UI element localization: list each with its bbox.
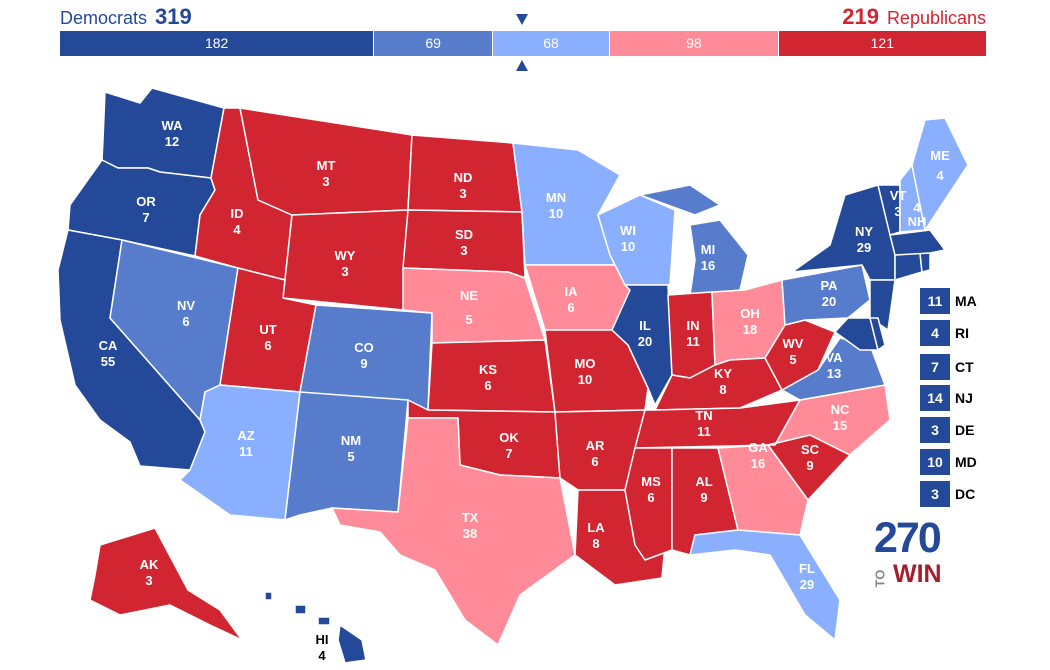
label-UT: UT 6 xyxy=(259,322,276,353)
small-state-abbr: DC xyxy=(955,486,976,502)
label-NE: NE 5 xyxy=(460,288,478,327)
state-MN[interactable] xyxy=(512,142,621,266)
bar-segment-safe-dem[interactable]: 182 xyxy=(60,31,374,56)
label-ME: ME 4 xyxy=(930,148,950,183)
state-AK[interactable] xyxy=(89,527,243,641)
label-SC: SC 9 xyxy=(801,442,820,473)
label-CA: CA 55 xyxy=(99,338,118,369)
democrats-header: Democrats 319 xyxy=(60,4,192,30)
small-state-DE[interactable]: 3 DE xyxy=(920,417,1010,443)
label-MT: MT 3 xyxy=(317,158,336,189)
label-MI: MI 16 xyxy=(701,242,715,273)
label-AR: AR 6 xyxy=(586,438,605,469)
logo-270: 270 xyxy=(874,514,942,562)
label-IL: IL 20 xyxy=(638,318,652,349)
state-GA[interactable] xyxy=(717,444,809,536)
small-state-RI[interactable]: 4 RI xyxy=(920,320,1010,346)
republicans-total: 219 xyxy=(842,4,879,29)
small-state-DC[interactable]: 3 DC xyxy=(920,481,1010,507)
small-state-ev: 3 xyxy=(920,417,950,443)
label-TN: TN 11 xyxy=(695,408,712,439)
label-KS: KS 6 xyxy=(479,362,497,393)
label-SD: SD 3 xyxy=(455,227,473,258)
small-state-CT[interactable]: 7 CT xyxy=(920,354,1010,380)
state-NY[interactable] xyxy=(791,184,896,281)
state-FL[interactable] xyxy=(689,529,841,641)
label-MO: MO 10 xyxy=(575,356,596,387)
label-NC: NC 15 xyxy=(831,402,850,433)
bar-segment-safe-rep[interactable]: 121 xyxy=(777,31,986,56)
logo-win: WIN xyxy=(893,560,942,588)
small-state-ev: 10 xyxy=(920,449,950,475)
label-TX: TX 38 xyxy=(462,510,479,541)
republicans-header: 219 Republicans xyxy=(842,4,986,30)
state-RI[interactable] xyxy=(919,252,931,273)
label-PA: PA 20 xyxy=(820,278,838,309)
small-state-abbr: DE xyxy=(955,422,975,438)
threshold-marker-top-icon xyxy=(516,14,528,25)
label-NY: NY 29 xyxy=(855,224,873,255)
label-NM: NM 5 xyxy=(341,433,361,464)
state-IA[interactable] xyxy=(524,264,631,331)
small-state-abbr: NJ xyxy=(955,390,973,406)
label-OK: OK 7 xyxy=(499,430,519,461)
small-state-abbr: MA xyxy=(955,293,977,309)
small-state-ev: 7 xyxy=(920,354,950,380)
label-WY: WY 3 xyxy=(335,248,356,279)
electoral-vote-bar: 182 69 68 98 121 xyxy=(60,31,986,56)
state-CT[interactable] xyxy=(894,252,923,281)
label-VA: VA 13 xyxy=(825,350,843,381)
label-MN: MN 10 xyxy=(546,190,566,221)
label-HI: HI 4 xyxy=(316,632,329,663)
small-state-ev: 3 xyxy=(920,481,950,507)
label-IA: IA 6 xyxy=(565,284,579,315)
state-WA[interactable] xyxy=(101,87,225,179)
republicans-label: Republicans xyxy=(886,8,986,28)
label-OH: OH 18 xyxy=(740,306,760,337)
label-IN: IN 11 xyxy=(686,318,700,349)
label-KY: KY 8 xyxy=(714,366,732,397)
bar-segment-lean-rep[interactable]: 98 xyxy=(609,31,778,56)
small-state-ev: 14 xyxy=(920,385,950,411)
label-ID: ID 4 xyxy=(231,206,244,237)
label-ND: ND 3 xyxy=(454,170,473,201)
small-state-MA[interactable]: 11 MA xyxy=(920,288,1010,314)
small-state-ev: 4 xyxy=(920,320,950,346)
small-state-MD[interactable]: 10 MD xyxy=(920,449,1010,475)
label-AL: AL 9 xyxy=(695,474,712,505)
state-DE[interactable] xyxy=(869,317,886,351)
small-state-NJ[interactable]: 14 NJ xyxy=(920,385,1010,411)
small-state-ev: 11 xyxy=(920,288,950,314)
state-TX[interactable] xyxy=(331,417,576,646)
label-WV: WV 5 xyxy=(783,336,804,367)
small-state-abbr: RI xyxy=(955,325,969,341)
label-CO: CO 9 xyxy=(354,340,374,371)
democrats-total: 319 xyxy=(155,4,192,29)
label-FL: FL 29 xyxy=(799,561,815,592)
label-GA: GA 16 xyxy=(748,440,768,471)
label-VT: VT 3 xyxy=(890,188,907,219)
logo-to: TO xyxy=(872,569,888,588)
label-LA: LA 8 xyxy=(587,520,605,551)
label-WI: WI 10 xyxy=(620,223,636,254)
label-MS: MS 6 xyxy=(641,474,661,505)
270towin-logo[interactable]: 270 TO WIN xyxy=(872,514,944,588)
label-NV: NV 6 xyxy=(177,298,195,329)
label-WA: WA 12 xyxy=(162,118,184,149)
threshold-marker-bottom-icon xyxy=(516,60,528,71)
bar-segment-lean-dem[interactable]: 68 xyxy=(492,31,610,56)
democrats-label: Democrats xyxy=(60,8,148,28)
state-ME[interactable] xyxy=(911,117,969,231)
small-state-abbr: MD xyxy=(955,454,977,470)
state-MA[interactable] xyxy=(889,229,946,256)
label-AZ: AZ 11 xyxy=(237,428,254,459)
label-NH: 4 NH xyxy=(908,200,927,229)
label-OR: OR 7 xyxy=(136,194,156,225)
label-AK: AK 3 xyxy=(140,557,159,588)
bar-segment-likely-dem[interactable]: 69 xyxy=(373,31,492,56)
small-state-abbr: CT xyxy=(955,359,974,375)
state-HI[interactable] xyxy=(264,591,367,664)
